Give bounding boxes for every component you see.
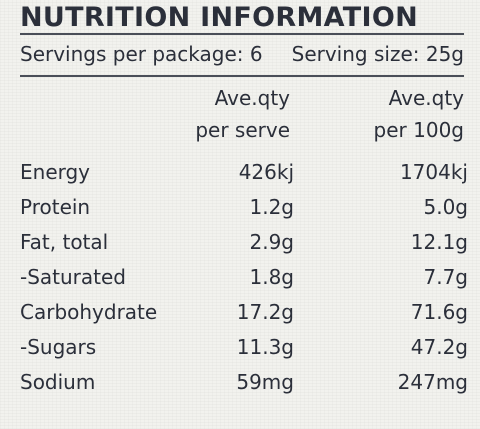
nutrient-label: Fat, total [20,230,109,254]
table-row: Energy 426kj 1704kj [20,155,468,190]
table-row: Protein 1.2g 5.0g [20,190,468,225]
per-serve-value: 1.8g [249,265,294,289]
column-header-per-serve: Ave.qty per serve [195,82,290,146]
column-header-per-100g-line1: Ave.qty [388,86,464,110]
table-row: Carbohydrate 17.2g 71.6g [20,295,468,330]
table-row: -Saturated 1.8g 7.7g [20,260,468,295]
column-header-per-100g: Ave.qty per 100g [374,82,464,146]
per-serve-value: 11.3g [236,335,294,359]
nutrient-label: -Saturated [20,265,127,289]
panel-title: NUTRITION INFORMATION [20,2,418,33]
per-100g-value: 247mg [397,370,468,394]
table-row: -Sugars 11.3g 47.2g [20,330,468,365]
table-row: Fat, total 2.9g 12.1g [20,225,468,260]
nutrient-label: -Sugars [20,335,97,359]
nutrient-label: Protein [20,195,91,219]
per-serve-value: 17.2g [236,300,294,324]
table-row: Sodium 59mg 247mg [20,365,468,400]
nutrient-table: Energy 426kj 1704kj Protein 1.2g 5.0g Fa… [20,155,468,400]
per-100g-value: 5.0g [423,195,468,219]
servings-per-package: Servings per package: 6 [20,42,263,66]
nutrient-label: Sodium [20,370,96,394]
per-100g-value: 71.6g [410,300,468,324]
column-header-per-serve-line2: per serve [195,118,290,142]
per-serve-value: 1.2g [249,195,294,219]
column-header-per-serve-line1: Ave.qty [214,86,290,110]
nutrient-label: Carbohydrate [20,300,158,324]
per-serve-value: 426kj [238,160,294,184]
per-100g-value: 47.2g [410,335,468,359]
title-divider [20,33,464,35]
column-header-per-100g-line2: per 100g [373,118,464,142]
per-100g-value: 1704kj [399,160,468,184]
nutrient-label: Energy [20,160,91,184]
header-divider [20,75,464,77]
per-100g-value: 7.7g [423,265,468,289]
per-100g-value: 12.1g [410,230,468,254]
serving-size: Serving size: 25g [291,42,464,66]
per-serve-value: 2.9g [249,230,294,254]
per-serve-value: 59mg [236,370,294,394]
